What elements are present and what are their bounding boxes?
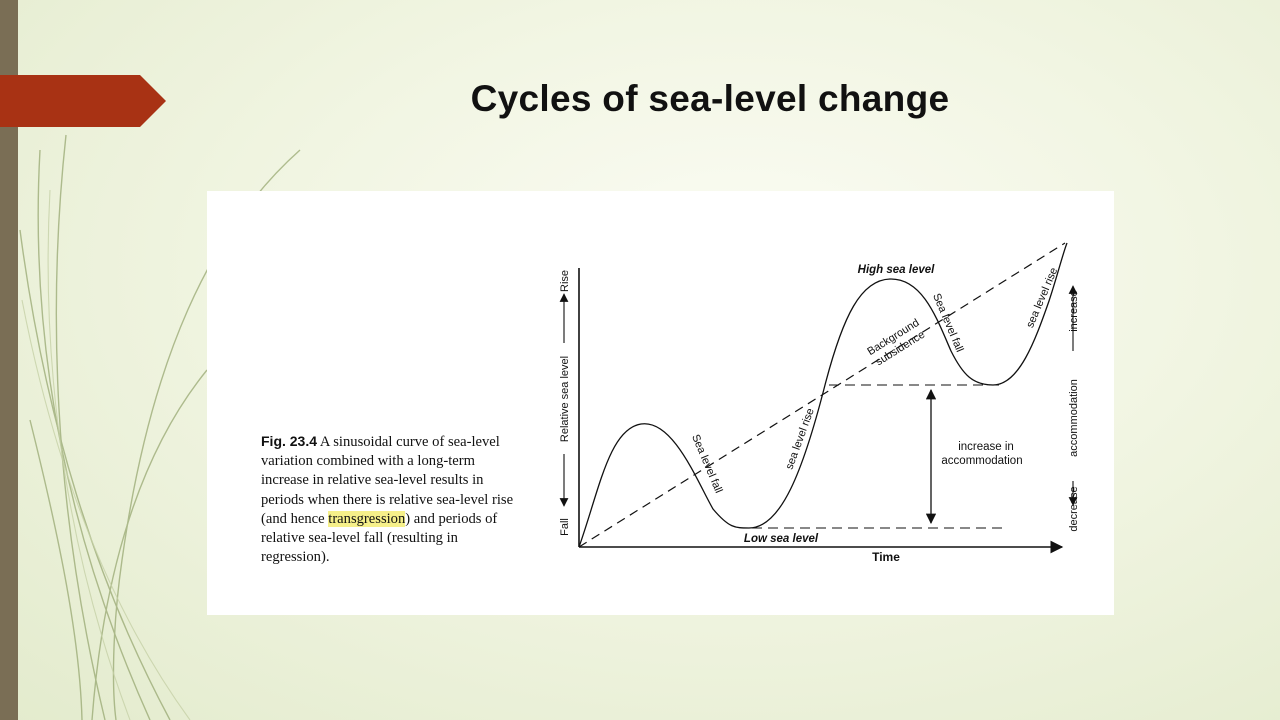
left-sidebar-bar bbox=[0, 0, 18, 720]
accommodation-label-line2: accommodation bbox=[941, 455, 1022, 467]
title-accent-arrow bbox=[0, 75, 166, 127]
y-axis-fall: Fall bbox=[559, 518, 571, 536]
y-axis-rise: Rise bbox=[559, 270, 571, 292]
y-axis-label: Relative sea level bbox=[559, 356, 571, 442]
slide-title: Cycles of sea-level change bbox=[470, 78, 950, 119]
low-sea-level-label: Low sea level bbox=[744, 533, 819, 545]
accommodation-label-line1: increase in bbox=[958, 441, 1014, 453]
x-axis-label: Time bbox=[872, 550, 900, 564]
caption-label: Fig. 23.4 bbox=[261, 433, 318, 449]
right-axis-decrease: decrease bbox=[1068, 486, 1080, 531]
figure-caption: Fig. 23.4 A sinusoidal curve of sea-leve… bbox=[261, 432, 523, 567]
sea-level-curve bbox=[578, 242, 1068, 548]
high-sea-level-label: High sea level bbox=[858, 264, 936, 276]
decorative-swoosh-lines bbox=[19, 134, 301, 720]
caption-highlight: transgression bbox=[328, 510, 406, 527]
right-axis-increase: increase bbox=[1068, 290, 1080, 332]
caption-text-before: A sinusoidal curve of sea-level variatio… bbox=[261, 434, 514, 527]
right-axis-label: accommodation bbox=[1068, 379, 1080, 457]
phase-label-fall-1: Sea level fall bbox=[689, 433, 724, 495]
sea-level-diagram: increase in accommodation Time Rise Rela… bbox=[559, 242, 1080, 564]
caption-text-after: ) and periods of relative sea-level fall… bbox=[261, 510, 498, 566]
figure-panel: Fig. 23.4 A sinusoidal curve of sea-leve… bbox=[207, 191, 1114, 615]
